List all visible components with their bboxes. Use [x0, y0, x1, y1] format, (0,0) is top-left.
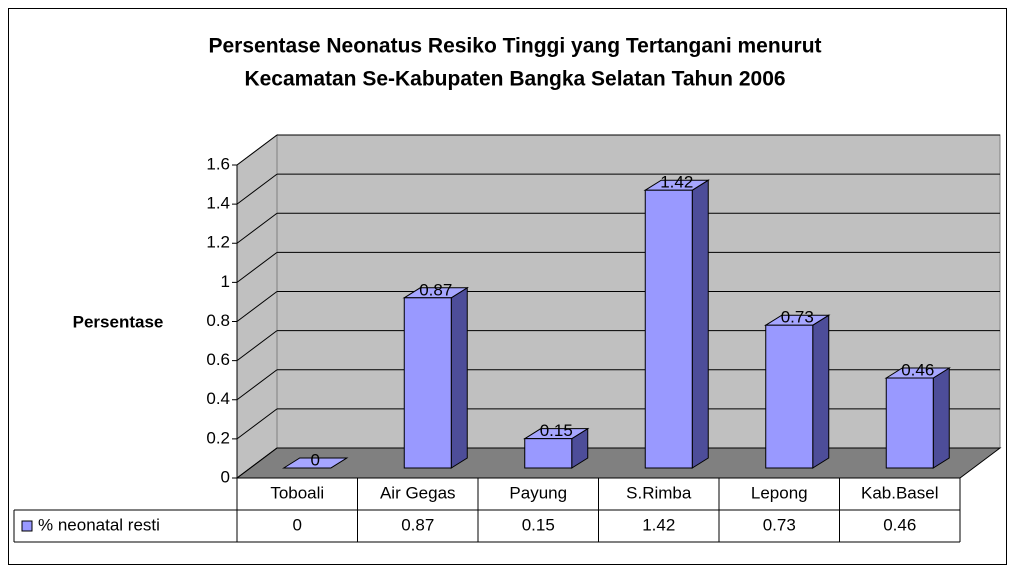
bar-side: [812, 314, 830, 469]
grid-line: [236, 447, 278, 479]
x-tick-label: Payung: [509, 483, 567, 502]
table-value: 0.46: [883, 515, 916, 534]
chart-title: Kecamatan Se-Kabupaten Bangka Selatan Ta…: [244, 68, 785, 91]
table-value: 0: [293, 515, 302, 534]
grid-line: [236, 291, 278, 322]
floor: [235, 447, 1002, 479]
y-tick-label: 1.2: [206, 233, 230, 252]
x-tick-label: Air Gegas: [380, 483, 456, 502]
y-tick-label: 0.4: [206, 389, 230, 408]
bar: [644, 189, 693, 469]
y-tick-label: 0.6: [206, 350, 230, 369]
x-tick-label: S.Rimba: [626, 483, 692, 502]
legend-label: % neonatal resti: [38, 515, 160, 534]
data-label: 1.42: [660, 173, 693, 192]
bar: [885, 377, 934, 469]
data-label: 0.15: [540, 421, 573, 440]
x-tick-label: Kab.Basel: [861, 483, 939, 502]
bar-side: [691, 179, 709, 469]
y-tick-label: 0: [221, 467, 230, 486]
x-tick-label: Toboali: [270, 483, 324, 502]
data-label: 0.46: [901, 360, 934, 379]
table-value: 0.15: [522, 515, 555, 534]
table-value: 1.42: [642, 515, 675, 534]
bar: [765, 324, 814, 469]
grid-line: [236, 408, 278, 440]
table-value: 0.73: [763, 515, 796, 534]
data-label: 0.73: [781, 308, 814, 327]
x-tick-label: Lepong: [751, 483, 808, 502]
y-tick-label: 1: [221, 272, 230, 291]
grid-line: [236, 134, 278, 166]
y-axis-label: Persentase: [73, 312, 164, 331]
grid-line: [236, 173, 278, 205]
grid-line: [236, 330, 278, 362]
y-tick-label: 1.4: [206, 194, 230, 213]
bar: [403, 297, 452, 469]
y-tick-label: 0.2: [206, 428, 230, 447]
y-tick-label: 0.8: [206, 311, 230, 330]
bar-top: [282, 457, 349, 469]
grid-line: [236, 369, 278, 401]
data-label: 0: [311, 450, 320, 469]
chart-title: Persentase Neonatus Resiko Tinggi yang T…: [208, 35, 821, 58]
grid-line: [236, 251, 278, 283]
table-value: 0.87: [401, 515, 434, 534]
data-label: 0.87: [419, 280, 452, 299]
y-tick-label: 1.6: [206, 154, 230, 173]
bar: [524, 438, 573, 469]
grid-line: [236, 212, 278, 244]
legend-marker: [21, 520, 33, 532]
bar-side: [932, 367, 950, 469]
bar-side: [450, 286, 468, 469]
